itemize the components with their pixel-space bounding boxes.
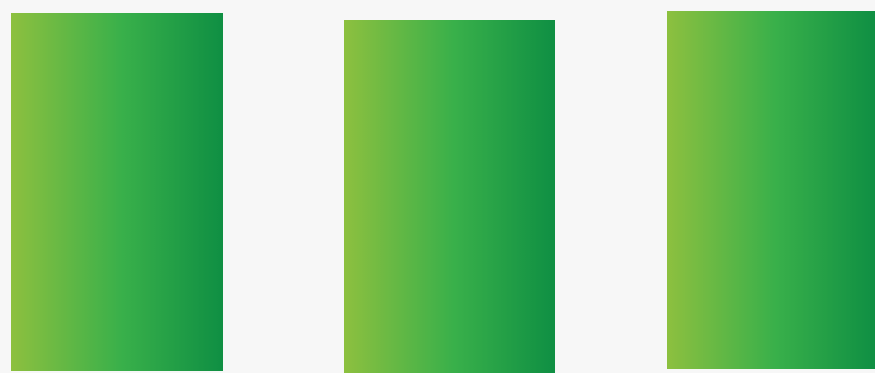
- green-gradient-panel-middle: [344, 20, 555, 373]
- green-gradient-panel-right: [667, 11, 875, 369]
- green-gradient-panel-left: [11, 13, 223, 371]
